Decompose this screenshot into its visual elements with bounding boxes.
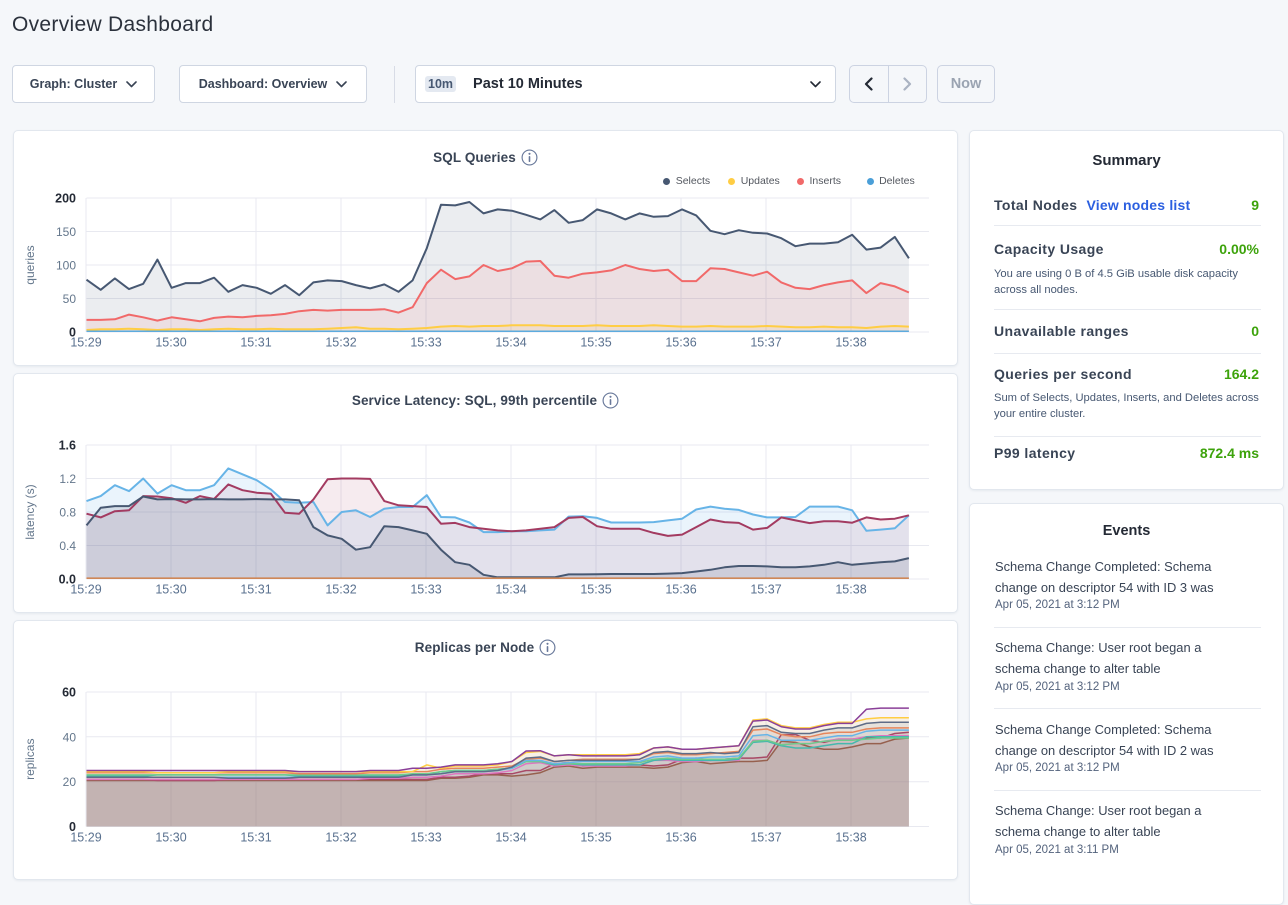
svg-text:15:38: 15:38 [835,831,866,845]
svg-text:15:30: 15:30 [155,831,186,845]
svg-text:15:33: 15:33 [410,336,441,350]
svg-text:15:29: 15:29 [70,336,101,350]
svg-text:15:29: 15:29 [70,583,101,597]
svg-text:15:31: 15:31 [240,336,271,350]
svg-text:replicas: replicas [23,739,37,780]
svg-text:0.8: 0.8 [59,506,76,520]
svg-text:15:30: 15:30 [155,336,186,350]
svg-text:200: 200 [55,192,76,206]
svg-text:50: 50 [63,292,77,306]
svg-text:15:38: 15:38 [835,583,866,597]
svg-text:15:35: 15:35 [580,336,611,350]
svg-text:15:36: 15:36 [665,336,696,350]
svg-text:15:30: 15:30 [155,583,186,597]
svg-text:15:34: 15:34 [495,336,526,350]
svg-text:15:35: 15:35 [580,583,611,597]
svg-text:20: 20 [63,775,77,789]
svg-text:100: 100 [56,259,76,273]
svg-text:15:31: 15:31 [240,831,271,845]
svg-text:15:32: 15:32 [325,583,356,597]
svg-text:15:36: 15:36 [665,831,696,845]
svg-text:1.2: 1.2 [59,472,76,486]
svg-text:150: 150 [56,225,76,239]
svg-text:15:34: 15:34 [495,583,526,597]
svg-text:15:36: 15:36 [665,583,696,597]
svg-text:0.0: 0.0 [59,573,76,587]
svg-text:15:37: 15:37 [750,583,781,597]
svg-text:15:33: 15:33 [410,831,441,845]
svg-text:0.4: 0.4 [59,539,76,553]
svg-text:15:38: 15:38 [835,336,866,350]
svg-text:40: 40 [63,730,77,744]
svg-text:15:35: 15:35 [580,831,611,845]
svg-text:latency (s): latency (s) [23,484,37,539]
svg-text:15:32: 15:32 [325,336,356,350]
svg-text:15:37: 15:37 [750,831,781,845]
svg-text:1.6: 1.6 [59,439,76,453]
svg-text:0: 0 [69,326,76,340]
svg-text:0: 0 [69,820,76,834]
svg-text:queries: queries [23,245,37,284]
svg-text:15:37: 15:37 [750,336,781,350]
svg-text:15:29: 15:29 [70,831,101,845]
svg-text:60: 60 [62,686,76,700]
svg-text:15:33: 15:33 [410,583,441,597]
svg-text:15:34: 15:34 [495,831,526,845]
svg-text:15:32: 15:32 [325,831,356,845]
svg-text:15:31: 15:31 [240,583,271,597]
